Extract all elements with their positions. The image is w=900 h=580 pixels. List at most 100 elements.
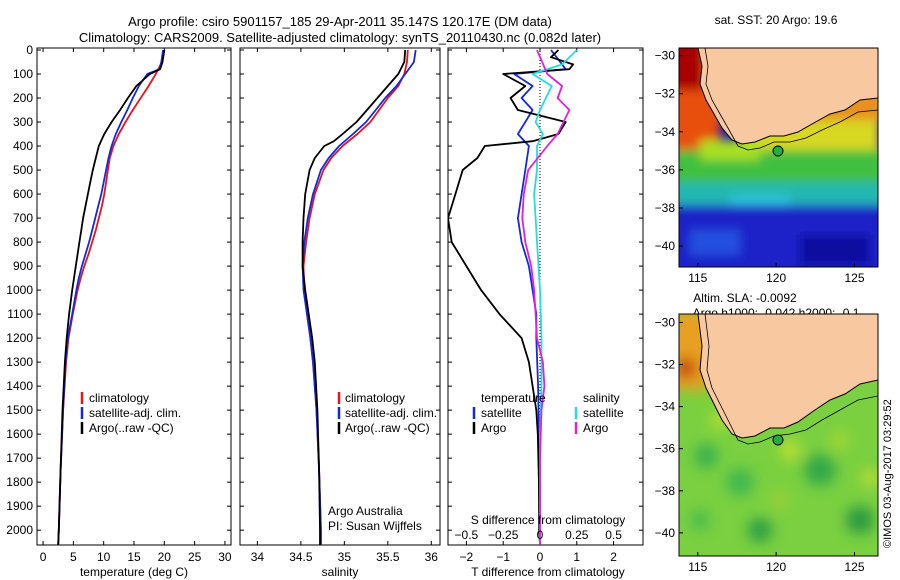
x-tick-label: 15 <box>127 550 141 564</box>
depth-tick-label: 500 <box>13 163 33 177</box>
lon-tick-label: 115 <box>688 560 707 574</box>
x-tick-label: 34.5 <box>289 550 313 564</box>
x-tick-label: −2 <box>460 550 474 564</box>
depth-tick-label: 800 <box>13 235 33 249</box>
imos-credit: ©IMOS 03-Aug-2017 03:29:52 <box>882 399 894 548</box>
lat-tick-label: −36 <box>655 442 676 456</box>
salinity-difference-label: S difference from climatology <box>471 513 626 527</box>
lat-tick-label: −38 <box>655 201 676 215</box>
sla-map-ticks: 115 120 125 −30 −32 −34 −36 −38 −40 <box>655 315 865 574</box>
difference-axis-ticks: −2 −1 0 1 2 <box>460 48 617 564</box>
lat-tick-label: −32 <box>655 87 676 101</box>
depth-tick-label: 0 <box>26 43 33 57</box>
legend-label-climatology: climatology <box>89 391 149 405</box>
difference-series <box>448 49 578 545</box>
legend-label-sal-satellite: satellite <box>583 406 624 420</box>
difference-panel: −2 −1 0 1 2 S difference from climatology −0… <box>447 47 644 579</box>
annotation-pi: PI: Susan Wijffels <box>328 519 422 533</box>
lon-tick-label: 115 <box>688 271 707 285</box>
legend-label-satellite: satellite-adj. clim. <box>345 406 437 420</box>
lat-tick-label: −40 <box>655 239 676 253</box>
salinity-axis-ticks: 34 34.5 35 35.5 36 <box>251 48 438 564</box>
x-tick-label: 25 <box>188 550 202 564</box>
lat-tick-label: −38 <box>655 484 676 498</box>
x-tick-label: 10 <box>97 550 111 564</box>
legend-label-sal-argo: Argo <box>583 421 609 435</box>
salinity-panel: 34 34.5 35 35.5 36 salinity climatology sate… <box>239 47 441 579</box>
x-tick-label: 34 <box>251 550 265 564</box>
lon-tick-label: 125 <box>844 560 864 574</box>
temperature-difference-label: T difference from climatology <box>471 565 625 579</box>
depth-tick-label: 900 <box>13 259 33 273</box>
x-tick-label: −1 <box>496 550 510 564</box>
figure-title-line1: Argo profile: csiro 5901157_185 29-Apr-2… <box>128 14 552 29</box>
depth-tick-label: 1800 <box>6 475 33 489</box>
figure-title-line2: Climatology: CARS2009. Satellite-adjuste… <box>79 30 601 45</box>
temperature-axis-ticks: 0 5 10 15 20 25 30 <box>40 48 232 564</box>
x-tick-label: 35.5 <box>376 550 400 564</box>
coastline <box>697 314 878 439</box>
legend-label-temp-satellite: satellite <box>481 406 522 420</box>
lat-tick-label: −30 <box>655 315 676 329</box>
legend-heading-salinity: salinity <box>583 391 620 405</box>
isobath <box>704 314 878 445</box>
legend-heading-temperature: temperature <box>481 391 546 405</box>
sla-map-title-line1: Altim. SLA: -0.0092 <box>693 291 797 305</box>
depth-tick-label: 1300 <box>6 355 33 369</box>
annotation-argo-australia: Argo Australia <box>328 504 403 518</box>
lat-tick-label: −30 <box>655 49 676 63</box>
legend-label-temp-argo: Argo <box>481 421 507 435</box>
series-line-temperature-satellite <box>513 49 567 545</box>
temperature-axis-label: temperature (deg C) <box>80 565 188 579</box>
difference-legend: temperature satellite Argo salinity sate… <box>472 391 624 435</box>
argo-float-marker <box>772 434 784 446</box>
lon-tick-label: 120 <box>766 560 786 574</box>
temperature-series <box>57 49 166 545</box>
salinity-diff-tick-label: 0.5 <box>605 528 622 542</box>
depth-tick-label: 1200 <box>6 331 33 345</box>
lon-tick-label: 125 <box>844 271 864 285</box>
depth-tick-label: 2000 <box>6 523 33 537</box>
depth-axis-ticks: 0 100 200 300 400 500 600 700 800 900 1000 1100 1200… <box>6 43 231 537</box>
x-tick-label: 30 <box>218 550 232 564</box>
depth-tick-label: 1500 <box>6 403 33 417</box>
depth-tick-label: 400 <box>13 139 33 153</box>
depth-tick-label: 1400 <box>6 379 33 393</box>
series-line-salinity-argo <box>521 49 571 545</box>
depth-tick-label: 1900 <box>6 499 33 513</box>
lat-tick-label: −34 <box>655 400 676 414</box>
sla-map: Altim. SLA: -0.0092 Argo h1000: -0.042 h… <box>655 291 879 574</box>
series-line-argo-raw-qc <box>301 49 407 545</box>
series-line-satellite-adj-clim <box>57 49 164 545</box>
coastline <box>697 48 878 145</box>
sst-map-ticks: 115 120 125 −30 −32 −34 −36 −38 −40 <box>655 49 865 285</box>
depth-tick-label: 1100 <box>7 307 33 321</box>
series-line-temperature-argo <box>448 49 574 545</box>
x-tick-label: 1 <box>573 550 580 564</box>
lat-tick-label: −32 <box>655 358 676 372</box>
salinity-axis-label: salinity <box>322 565 359 579</box>
x-tick-label: 0 <box>537 550 544 564</box>
depth-tick-label: 1700 <box>6 451 33 465</box>
depth-tick-label: 700 <box>13 211 33 225</box>
depth-tick-label: 300 <box>13 115 33 129</box>
temperature-panel: 0100200300400500600700800900100011001200… <box>6 43 232 579</box>
depth-tick-label: 1000 <box>6 283 33 297</box>
depth-tick-label: 100 <box>13 67 33 81</box>
x-tick-label: 2 <box>610 550 617 564</box>
salinity-diff-tick-label: 0 <box>537 528 544 542</box>
lat-tick-label: −40 <box>655 526 676 540</box>
salinity-diff-tick-label: 0.25 <box>565 528 589 542</box>
legend-label-argo: Argo(..raw -QC) <box>345 421 430 435</box>
temperature-legend: climatology satellite-adj. clim. Argo(..… <box>80 391 181 435</box>
salinity-diff-tick-label: −0.25 <box>488 528 519 542</box>
lat-tick-label: −34 <box>655 125 676 139</box>
lon-tick-label: 120 <box>766 271 786 285</box>
depth-tick-label: 1600 <box>6 427 33 441</box>
sst-map-title: sat. SST: 20 Argo: 19.6 <box>715 13 838 27</box>
isobath <box>704 48 878 151</box>
depth-tick-label: 600 <box>13 187 33 201</box>
x-tick-label: 0 <box>40 550 47 564</box>
land-mass <box>698 314 878 438</box>
